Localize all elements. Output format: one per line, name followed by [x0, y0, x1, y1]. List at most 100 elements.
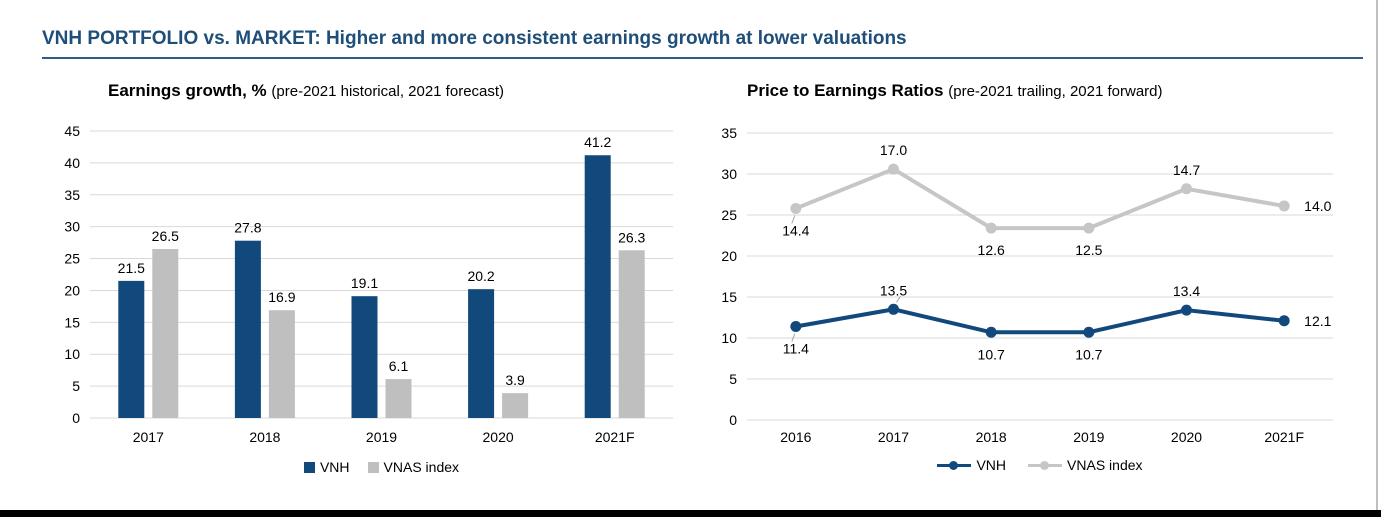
earnings-chart-title-note: (pre-2021 historical, 2021 forecast) — [271, 83, 505, 100]
bar-VNAS index-2020 — [502, 393, 529, 418]
data-point-VNAS index-2017 — [888, 163, 899, 175]
bar-VNH-2017 — [118, 280, 145, 418]
data-point-VNAS index-2019 — [1083, 222, 1095, 234]
data-point-VNAS index-2018 — [985, 222, 997, 234]
data-point-VNAS index-2021F — [1278, 200, 1290, 212]
y-axis-tick-label: 35 — [721, 125, 737, 141]
x-axis-tick-label: 2017 — [878, 429, 909, 445]
earnings-legend: VNH VNAS index — [90, 459, 673, 475]
y-axis-tick-label: 0 — [72, 410, 80, 426]
data-point-VNAS index-2020 — [1181, 183, 1192, 195]
y-axis-tick-label: 5 — [729, 371, 737, 387]
y-axis-tick-label: 30 — [64, 219, 80, 235]
point-value-label: 12.1 — [1304, 313, 1331, 329]
bar-VNH-2019 — [351, 296, 378, 418]
bar-value-label: 3.9 — [505, 372, 525, 388]
point-value-label: 11.4 — [783, 341, 809, 357]
line-series-VNAS index — [795, 166, 1285, 231]
bar-value-label: 26.3 — [618, 229, 645, 245]
y-axis-tick-label: 25 — [64, 251, 80, 267]
title-underline — [42, 57, 1363, 59]
bar-VNAS index-2021F — [618, 250, 645, 418]
pe-ratio-plot: 0 5 10 15 20 25 30 35 2016 2017 2018 2019 2020 2021F 1… — [721, 125, 1333, 445]
x-axis-tick-label: 2021F — [1264, 429, 1304, 445]
point-value-label: 10.7 — [1075, 346, 1102, 362]
y-axis-tick-label: 15 — [721, 289, 737, 305]
vnh-line-marker-icon — [937, 460, 972, 470]
data-point-VNH-2020 — [1181, 304, 1192, 316]
pe-chart-title: Price to Earnings Ratios (pre-2021 trail… — [747, 79, 1163, 104]
point-value-label: 12.5 — [1075, 242, 1102, 258]
vnas-square-swatch-icon — [367, 461, 379, 473]
bar-VNH-2020 — [468, 289, 495, 418]
pe-legend-label-vnh: VNH — [976, 457, 1007, 473]
y-axis-tick-label: 45 — [64, 123, 80, 139]
pe-legend: VNH VNAS index — [747, 457, 1333, 473]
bar-value-label: 27.8 — [234, 220, 261, 236]
bar-value-label: 20.2 — [467, 268, 494, 284]
pe-legend-label-vnas: VNAS index — [1067, 457, 1143, 473]
slide-right-border — [1376, 0, 1378, 510]
earnings-legend-label-vnh: VNH — [319, 459, 350, 475]
bar-VNAS index-2019 — [385, 379, 412, 418]
point-value-label: 14.7 — [1173, 162, 1200, 178]
y-axis-tick-label: 0 — [729, 412, 737, 428]
earnings-chart-title: Earnings growth, % (pre-2021 historical,… — [108, 79, 504, 104]
y-axis-tick-label: 20 — [64, 282, 80, 298]
point-value-label: 12.6 — [978, 242, 1005, 258]
point-value-label: 14.4 — [782, 222, 809, 238]
pe-chart-title-main: Price to Earnings Ratios — [747, 81, 944, 100]
y-axis-tick-label: 10 — [64, 346, 80, 362]
x-axis-tick-label: 2021F — [595, 429, 635, 445]
y-axis-tick-label: 5 — [72, 378, 80, 394]
point-value-label: 10.7 — [978, 346, 1005, 362]
label-leader-line — [791, 333, 796, 342]
earnings-legend-label-vnas: VNAS index — [383, 459, 460, 475]
y-axis-tick-label: 35 — [64, 187, 80, 203]
point-value-label: 14.0 — [1304, 198, 1331, 214]
y-axis-tick-label: 20 — [721, 248, 737, 264]
point-value-label: 13.5 — [880, 282, 907, 298]
pe-legend-item-vnas: VNAS index — [1028, 457, 1143, 473]
y-axis-tick-label: 40 — [64, 155, 80, 171]
data-point-VNAS index-2016 — [790, 202, 802, 214]
x-axis-tick-label: 2019 — [366, 429, 397, 445]
bar-value-label: 41.2 — [584, 134, 611, 150]
data-point-VNH-2019 — [1083, 326, 1095, 338]
earnings-chart-title-main: Earnings growth, % — [108, 81, 267, 100]
data-point-VNH-2016 — [790, 321, 802, 333]
x-axis-tick-label: 2020 — [483, 429, 514, 445]
page-title: VNH PORTFOLIO vs. MARKET: Higher and mor… — [42, 28, 907, 49]
vnas-line-marker-icon — [1028, 460, 1063, 470]
bar-value-label: 21.5 — [118, 260, 145, 276]
earnings-growth-plot: 0 5 10 15 20 25 30 35 40 45 2017 2018 2019 2020 2021F 2… — [64, 123, 673, 445]
data-point-VNH-2017 — [888, 303, 899, 315]
label-leader-line — [896, 296, 901, 303]
point-value-label: 13.4 — [1173, 283, 1200, 299]
pe-chart-title-note: (pre-2021 trailing, 2021 forward) — [948, 83, 1163, 100]
bar-VNAS index-2017 — [152, 248, 179, 418]
slide-footer-bar — [0, 510, 1381, 517]
y-axis-tick-label: 10 — [721, 330, 737, 346]
x-axis-tick-label: 2019 — [1073, 429, 1104, 445]
x-axis-tick-label: 2018 — [976, 429, 1007, 445]
x-axis-tick-label: 2020 — [1171, 429, 1202, 445]
vnh-square-swatch-icon — [303, 461, 315, 473]
y-axis-tick-label: 25 — [721, 207, 737, 223]
y-axis-tick-label: 30 — [721, 166, 737, 182]
bar-value-label: 19.1 — [351, 275, 378, 291]
earnings-legend-item-vnas: VNAS index — [367, 459, 460, 475]
line-series-VNH — [795, 307, 1285, 335]
bar-value-label: 26.5 — [152, 228, 179, 244]
y-axis-tick-label: 15 — [64, 314, 80, 330]
x-axis-tick-label: 2017 — [133, 429, 164, 445]
bar-value-label: 6.1 — [389, 358, 409, 374]
pe-legend-item-vnh: VNH — [937, 457, 1006, 473]
bar-VNH-2018 — [234, 240, 261, 418]
x-axis-tick-label: 2018 — [249, 429, 280, 445]
label-leader-line — [791, 215, 796, 224]
point-value-label: 17.0 — [880, 142, 907, 158]
earnings-legend-item-vnh: VNH — [303, 459, 350, 475]
bar-VNAS index-2018 — [268, 310, 295, 418]
